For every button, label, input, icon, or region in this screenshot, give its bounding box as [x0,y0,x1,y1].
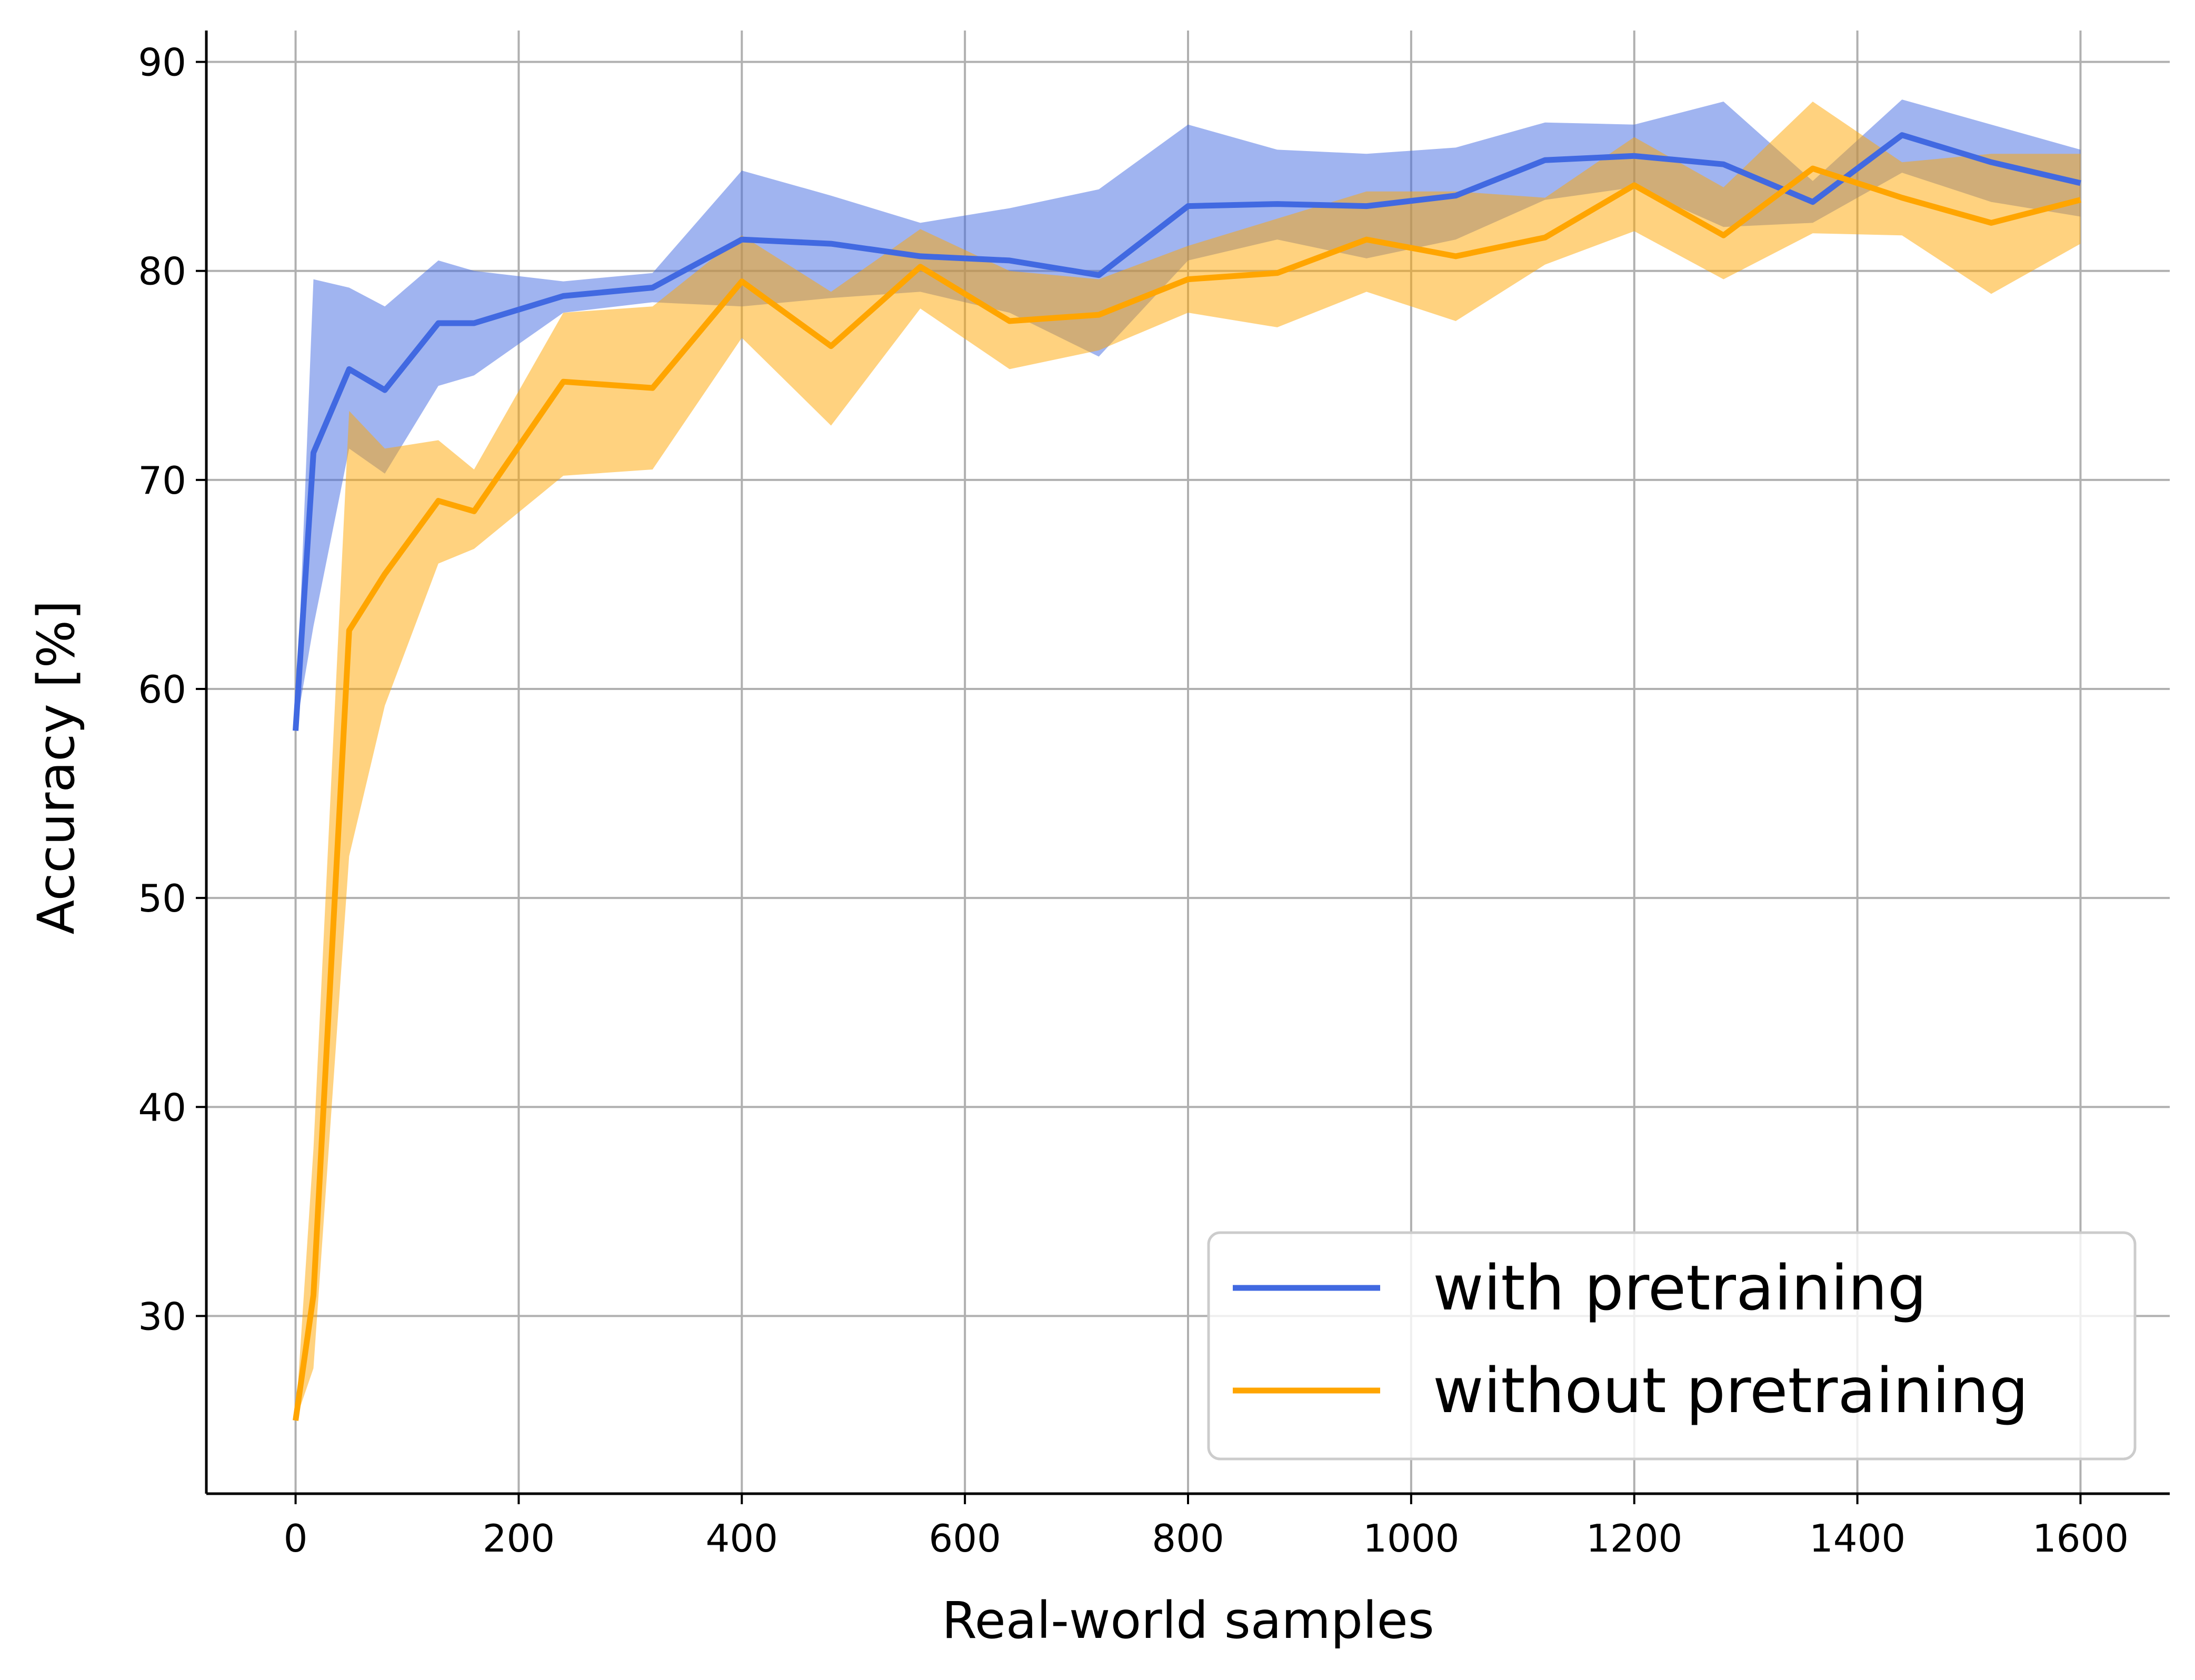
x-tick-label: 1600 [2032,1516,2129,1561]
series-line-1 [293,165,2081,1421]
legend: with pretraining without pretraining [1207,1231,2137,1461]
y-tick-label: 40 [138,1085,186,1129]
y-tick-label: 80 [138,249,186,294]
x-tick-label: 200 [483,1516,555,1561]
x-tick-label: 400 [706,1516,778,1561]
x-tick-label: 600 [929,1516,1001,1561]
x-tick-label: 0 [284,1516,308,1561]
series-line-0 [293,132,2081,731]
legend-frame [1207,1231,2137,1461]
x-tick-label: 1200 [1586,1516,1682,1561]
legend-label-with-pretraining: with pretraining [1433,1252,1927,1324]
confidence-band-series-1 [295,102,2081,1421]
y-axis-title: Accuracy [%] [27,601,86,935]
x-tick-label: 1400 [1809,1516,1905,1561]
y-tick-label: 50 [138,876,186,921]
x-axis-title: Real-world samples [942,1591,1434,1650]
x-tick-label: 1000 [1363,1516,1459,1561]
y-tick-label: 30 [138,1294,186,1338]
legend-label-without-pretraining: without pretraining [1433,1354,2029,1427]
y-tick-label: 90 [138,41,186,85]
y-tick-label: 60 [138,667,186,712]
x-tick-label: 800 [1152,1516,1224,1561]
y-tick-label: 70 [138,458,186,503]
